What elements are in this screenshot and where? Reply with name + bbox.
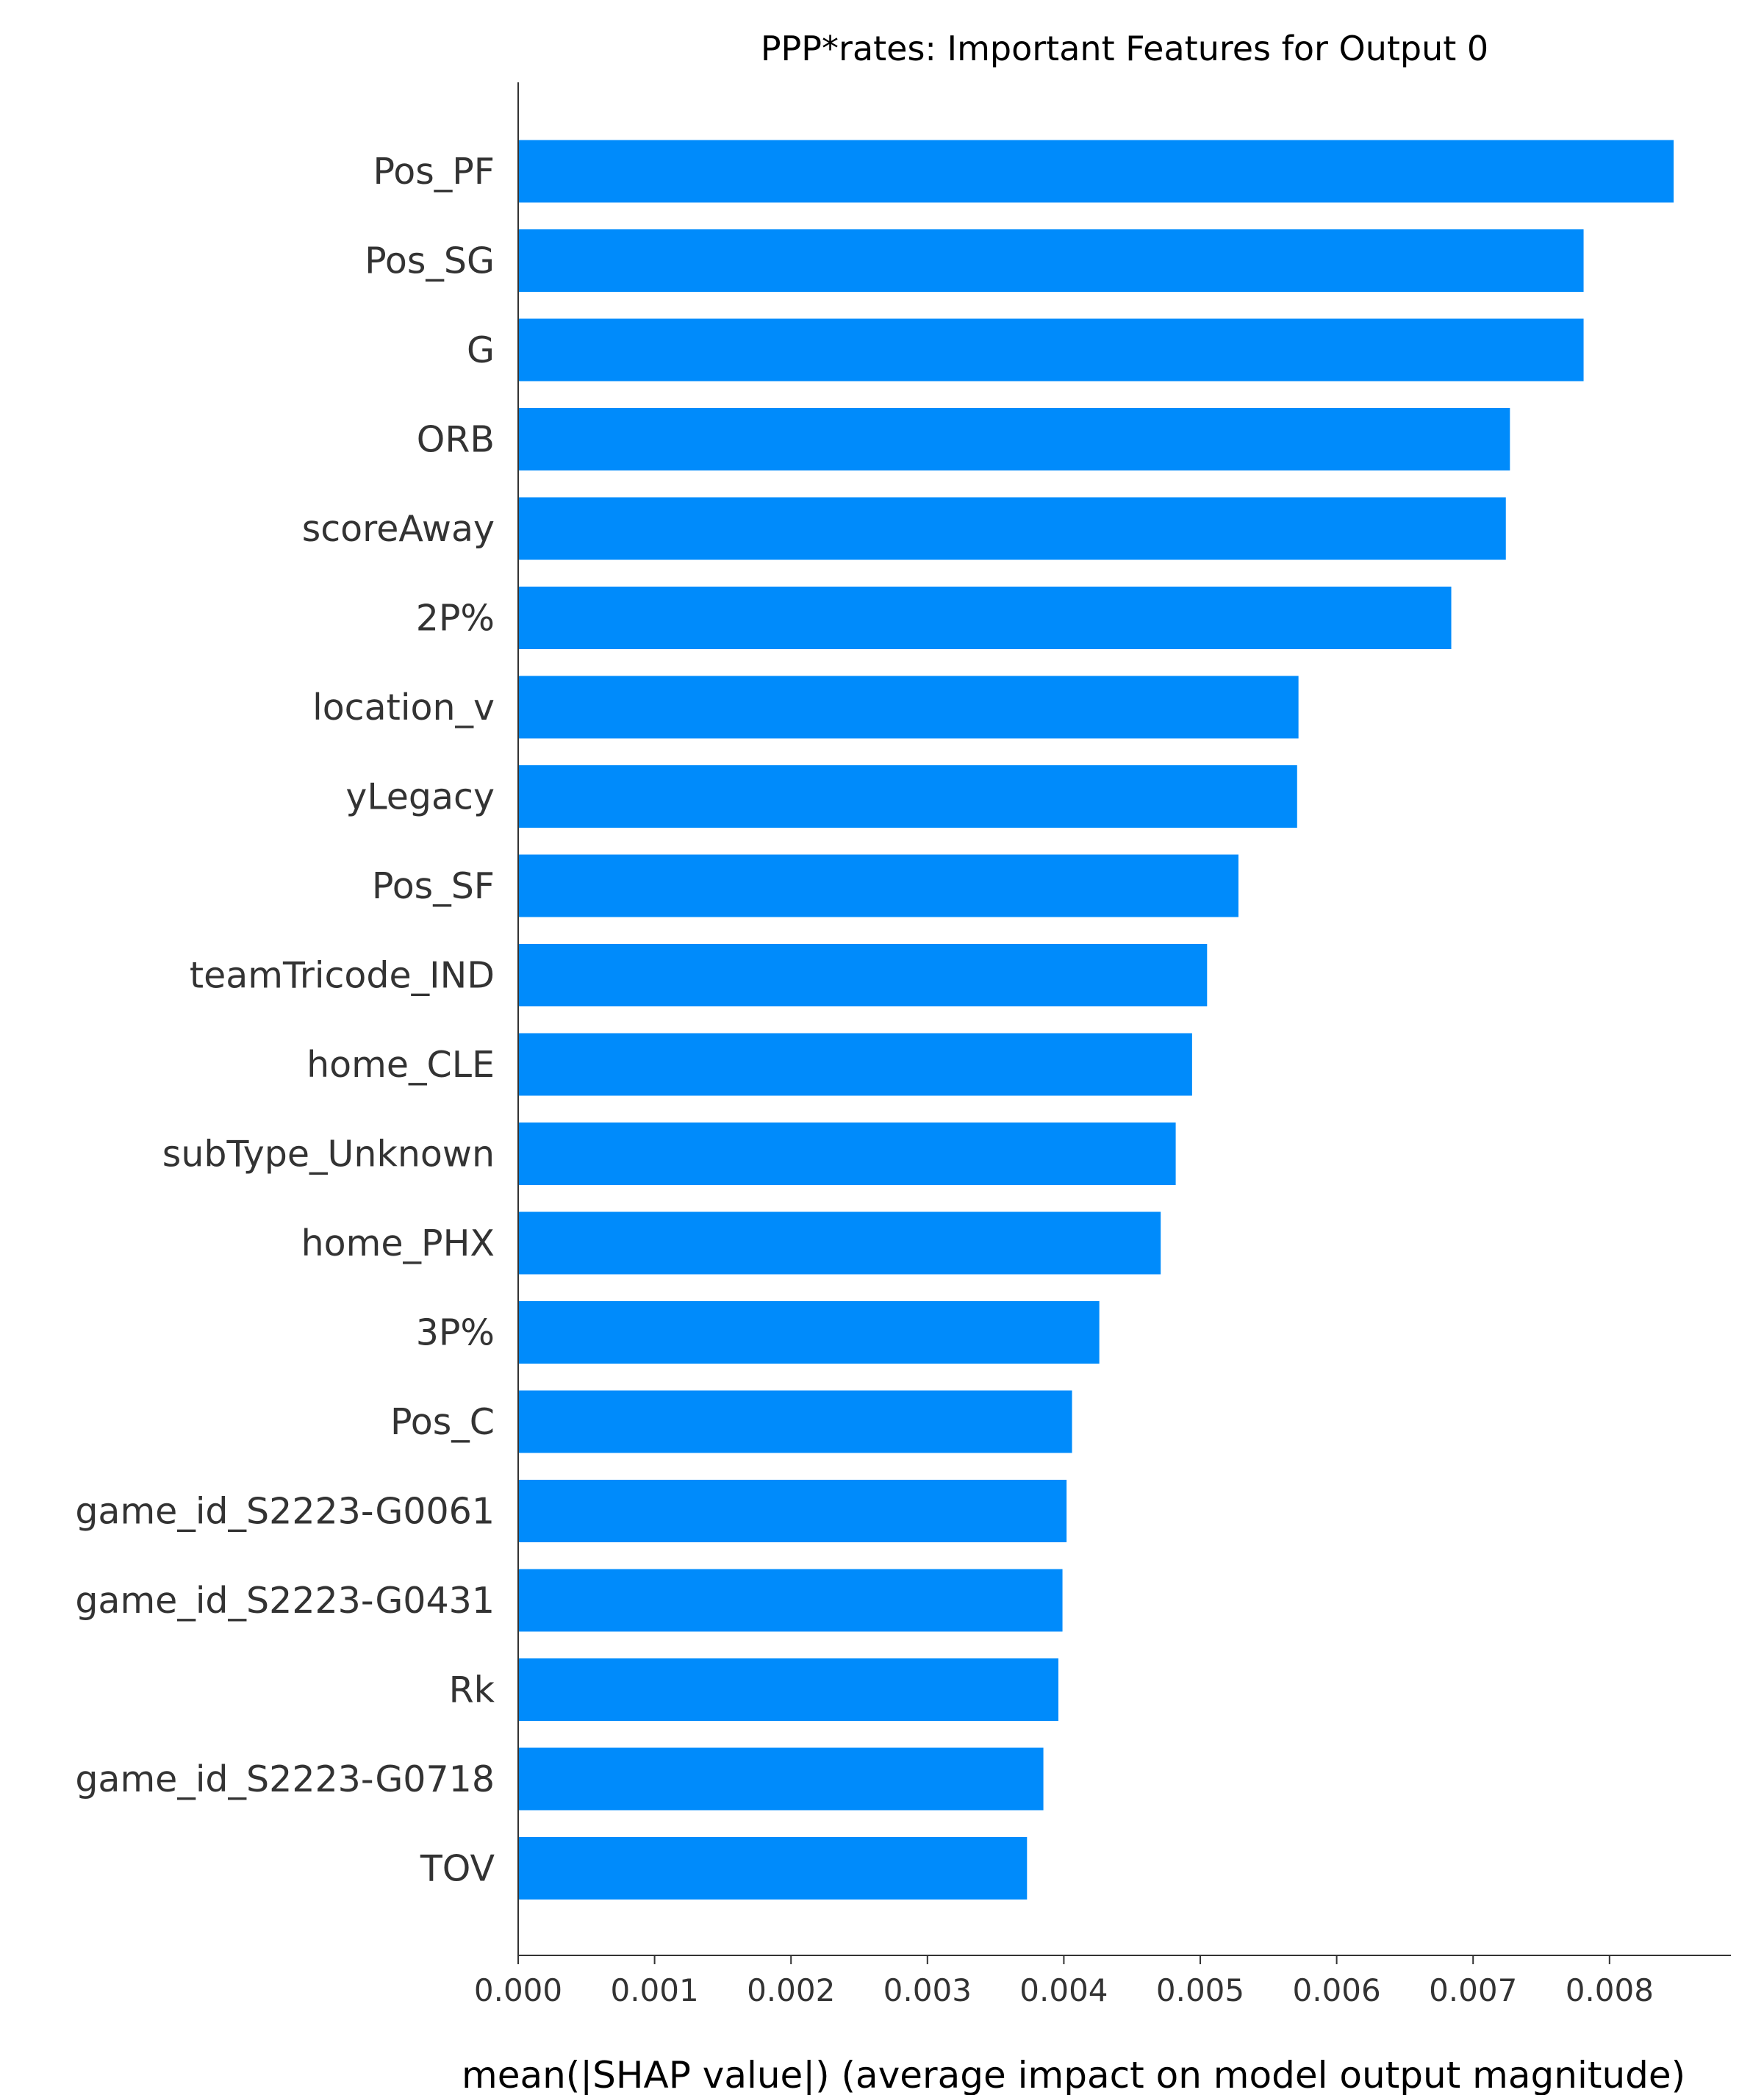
bar-2P% [518,587,1452,649]
y-tick-label: ORB [417,419,495,461]
bar-3P% [518,1301,1100,1364]
y-tick-label: teamTricode_IND [190,955,495,997]
y-tick-label: 2P% [416,598,495,640]
x-tick-label: 0.006 [1292,1972,1380,2008]
y-tick-label: 3P% [416,1312,495,1354]
y-tick-label: game_id_S2223-G0061 [75,1491,495,1533]
x-tick-label: 0.008 [1566,1972,1654,2008]
bar-game_id_S2223-G0431 [518,1569,1063,1632]
chart-title: PPP*rates: Important Features for Output… [761,29,1488,68]
bar-Pos_PF [518,140,1674,203]
bar-TOV [518,1837,1028,1900]
bar-home_PHX [518,1211,1161,1275]
bar-Pos_SF [518,854,1238,917]
y-tick-label: Pos_PF [373,151,495,193]
bar-home_CLE [518,1033,1192,1096]
bar-game_id_S2223-G0061 [518,1480,1067,1542]
x-axis-label: mean(|SHAP value|) (average impact on mo… [462,2054,1685,2095]
y-tick-labels: Pos_PF Pos_SG G ORB scoreAway 2P% location_v yL… [75,151,495,1890]
bar-teamTricode_IND [518,944,1208,1006]
bar-yLegacy [518,765,1297,828]
bar-subType_Unknown [518,1123,1176,1185]
y-tick-label: home_PHX [301,1222,495,1264]
bar-scoreAway [518,497,1506,560]
y-tick-label: scoreAway [302,508,495,550]
y-tick-label: Rk [449,1669,495,1711]
y-tick-label: Pos_SF [372,865,495,907]
x-tick-label: 0.007 [1429,1972,1517,2008]
x-tick-label: 0.001 [610,1972,698,2008]
y-tick-label: Pos_SG [365,240,495,282]
bar-game_id_S2223-G0718 [518,1747,1044,1811]
y-tick-label: TOV [420,1848,495,1890]
bar-Pos_C [518,1390,1072,1453]
x-tick-label: 0.003 [883,1972,972,2008]
y-tick-label: game_id_S2223-G0718 [75,1758,495,1800]
y-tick-label: game_id_S2223-G0431 [75,1580,495,1622]
y-tick-label: home_CLE [306,1044,495,1086]
x-axis: 0.000 0.001 0.002 0.003 0.004 0.005 0.006 0.007… [474,1955,1731,2008]
y-tick-label: location_v [312,687,495,728]
bars-group [518,140,1674,1900]
y-tick-label: yLegacy [345,776,495,818]
bar-Pos_SG [518,229,1584,292]
y-tick-label: Pos_C [390,1401,495,1443]
bar-Rk [518,1658,1058,1721]
y-tick-label: subType_Unknown [162,1134,495,1175]
x-tick-label: 0.004 [1019,1972,1108,2008]
bar-ORB [518,408,1510,470]
x-tick-label: 0.002 [747,1972,835,2008]
bar-location_v [518,676,1299,739]
x-tick-label: 0.005 [1156,1972,1244,2008]
x-tick-label: 0.000 [474,1972,562,2008]
bar-G [518,318,1584,382]
y-tick-label: G [467,329,495,371]
